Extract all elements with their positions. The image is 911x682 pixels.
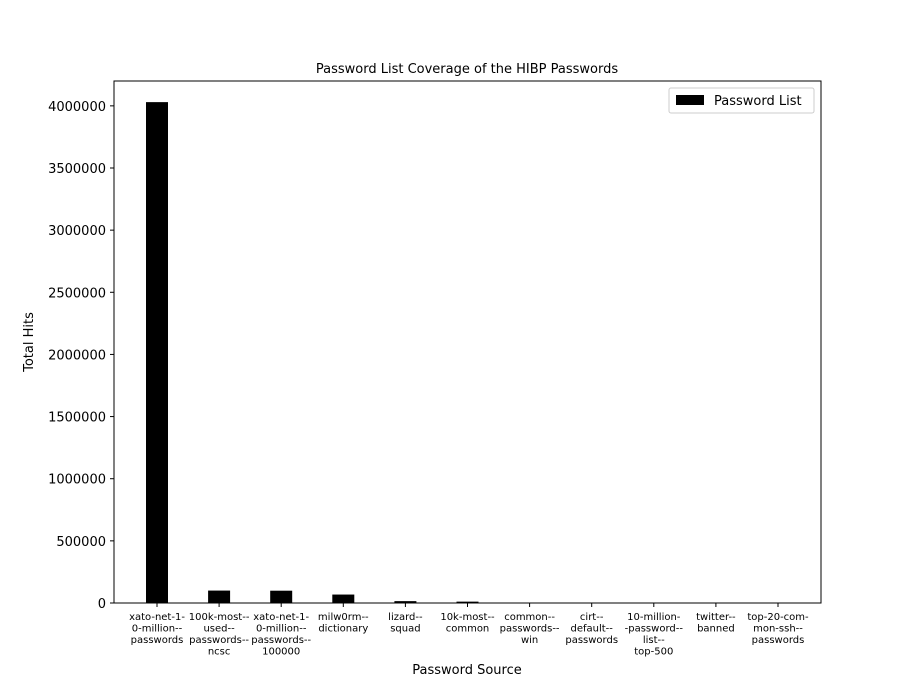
- x-tick-label: 10k-most--common: [440, 612, 495, 635]
- y-tick-label: 3000000: [48, 224, 106, 239]
- legend-label: Password List: [714, 94, 802, 109]
- bar-5: [457, 602, 479, 603]
- plot-area: [114, 81, 821, 603]
- y-tick-label: 2000000: [48, 348, 106, 363]
- x-tick-label: xato-net-1-0-million--passwords--100000: [251, 612, 311, 658]
- x-axis: xato-net-1-0-million--passwords100k-most…: [129, 603, 809, 658]
- bar-2: [270, 591, 292, 603]
- x-tick-label: cirt--default--passwords: [565, 612, 618, 646]
- y-tick-label: 4000000: [48, 100, 106, 115]
- x-tick-label: xato-net-1-0-million--passwords: [129, 612, 185, 646]
- y-tick-label: 500000: [56, 535, 106, 550]
- bar-4: [394, 601, 416, 603]
- x-tick-label: 100k-most--used--passwords--ncsc: [189, 612, 250, 658]
- bar-1: [208, 591, 230, 603]
- bar-0: [146, 102, 168, 603]
- x-tick-label: milw0rm--dictionary: [318, 612, 369, 635]
- x-tick-label: 10-million--password--list--top-500: [625, 612, 684, 658]
- y-tick-label: 1500000: [48, 411, 106, 426]
- x-tick-label: common--passwords--win: [500, 612, 560, 646]
- y-axis: 0 500000 1000000 1500000 2000000 2500000 30000…: [48, 100, 114, 612]
- bar-3: [332, 595, 354, 603]
- x-tick-label: top-20-com-mon-ssh--passwords: [747, 612, 809, 646]
- chart-title: Password List Coverage of the HIBP Passw…: [316, 62, 618, 77]
- y-tick-label: 3500000: [48, 162, 106, 177]
- x-axis-label: Password Source: [412, 663, 522, 677]
- legend-swatch: [676, 95, 704, 105]
- y-axis-label: Total Hits: [22, 312, 37, 373]
- y-tick-label: 2500000: [48, 286, 106, 301]
- x-tick-label: lizard--squad: [388, 612, 423, 635]
- legend: Password List: [669, 88, 814, 113]
- x-tick-label: twitter--banned: [696, 612, 736, 635]
- bars-group: [146, 102, 789, 603]
- y-tick-label: 0: [98, 597, 106, 612]
- y-tick-label: 1000000: [48, 473, 106, 488]
